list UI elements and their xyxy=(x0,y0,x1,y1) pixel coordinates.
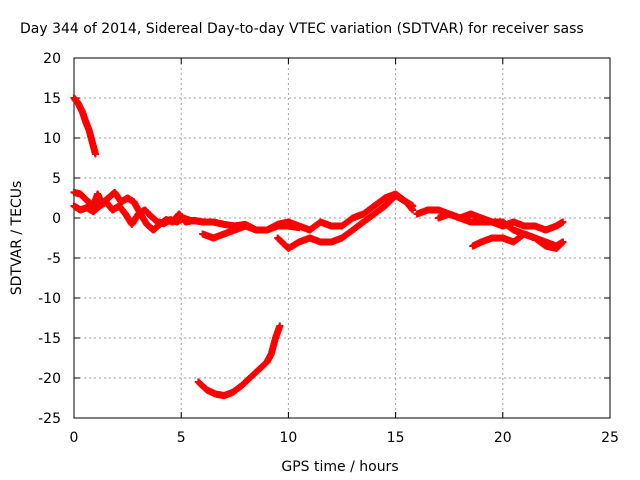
y-tick-label: -10 xyxy=(38,291,61,307)
series-arc-3 xyxy=(70,198,202,228)
x-tick-label: 15 xyxy=(387,430,405,446)
y-tick-label: -25 xyxy=(38,411,61,427)
series-arc-9 xyxy=(469,230,567,252)
data-point xyxy=(559,218,567,226)
y-tick-label: 15 xyxy=(43,91,61,107)
series-arc-4 xyxy=(199,190,417,242)
grid-lines xyxy=(74,58,610,418)
x-tick-label: 10 xyxy=(279,430,297,446)
series-arc-5 xyxy=(274,192,417,252)
y-tick-label: 0 xyxy=(52,211,61,227)
y-tick-label: -5 xyxy=(47,251,61,267)
x-tick-label: 20 xyxy=(494,430,512,446)
x-tick-label: 25 xyxy=(601,430,619,446)
y-tick-label: -15 xyxy=(38,331,61,347)
data-point xyxy=(559,238,567,246)
x-tick-label: 5 xyxy=(177,430,186,446)
plot-frame xyxy=(73,57,611,419)
series-arc-6 xyxy=(194,322,284,400)
y-tick-label: 20 xyxy=(43,51,61,67)
data-point xyxy=(91,150,99,158)
data-point xyxy=(409,202,417,210)
y-tick-label: 5 xyxy=(52,171,61,187)
chart-title: Day 344 of 2014, Sidereal Day-to-day VTE… xyxy=(20,21,584,37)
data-point xyxy=(276,322,284,330)
data-points xyxy=(70,94,567,400)
x-axis-label: GPS time / hours xyxy=(281,459,398,475)
data-point xyxy=(194,217,202,225)
y-tick-label: 10 xyxy=(43,131,61,147)
y-axis-label: SDTVAR / TECUs xyxy=(9,181,25,296)
tick-labels: 0 5 10 15 20 25 -25 -20 -15 -10 -5 0 5 10 15 20 xyxy=(38,51,619,446)
series-arc-1 xyxy=(70,94,99,158)
y-tick-label: -20 xyxy=(38,371,61,387)
x-tick-label: 0 xyxy=(70,430,79,446)
